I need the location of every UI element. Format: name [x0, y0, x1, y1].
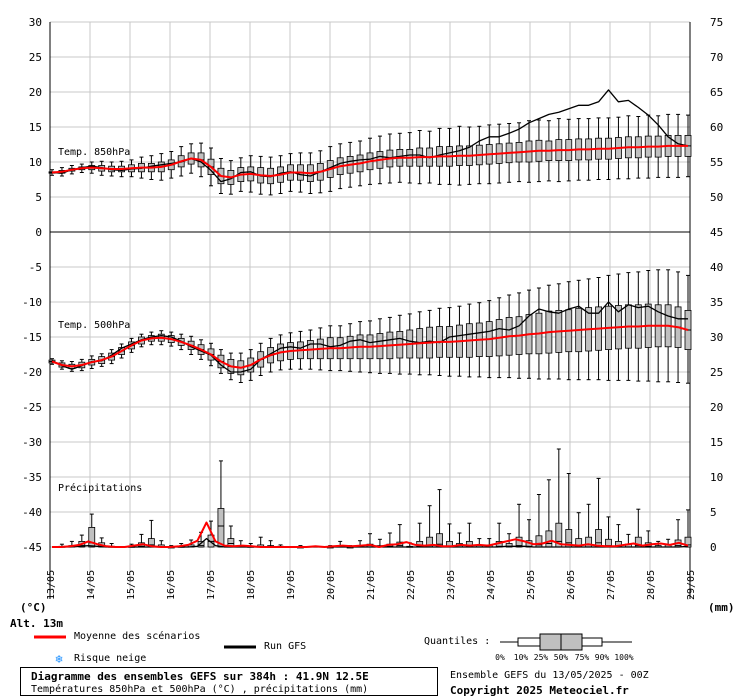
y-tick-label: -25: [22, 401, 42, 414]
y-tick-label: -20: [22, 366, 42, 379]
y-tick-label: -10: [22, 296, 42, 309]
legend-quantiles-label: Quantiles :: [424, 636, 491, 647]
y-tick-label: -45: [22, 541, 42, 554]
y-tick-label: 5: [35, 191, 42, 204]
snowflake-icon: ❄: [55, 652, 62, 666]
y-tick-label: 10: [29, 156, 42, 169]
quantile-tick-label: 50%: [554, 653, 569, 662]
x-tick-label: 29/05: [686, 570, 697, 600]
quantile-tick-label: 0%: [495, 653, 505, 662]
x-tick-label: 22/05: [406, 570, 417, 600]
precip-box: [545, 530, 553, 548]
precip-mean-line: [52, 521, 689, 548]
t500-mean-line: [51, 324, 689, 369]
x-tick-label: 24/05: [486, 570, 497, 600]
y2-tick-label: 45: [710, 226, 723, 239]
x-tick-label: 25/05: [526, 570, 537, 600]
y2-tick-label: 25: [710, 366, 723, 379]
left-axis-unit: (°C): [20, 601, 47, 614]
y-tick-label: -15: [22, 331, 42, 344]
t850-gfs-line: [51, 89, 689, 183]
x-tick-label: 14/05: [86, 570, 97, 600]
precip-box: [197, 541, 205, 548]
title-box: Diagramme des ensembles GEFS sur 384h : …: [20, 667, 438, 696]
quantile-tick-label: 90%: [595, 653, 610, 662]
panel-label-t500: Temp. 500hPa: [58, 320, 130, 331]
precip-box: [217, 508, 225, 548]
chart-title: Diagramme des ensembles GEFS sur 384h : …: [31, 670, 369, 683]
x-tick-label: 15/05: [126, 570, 137, 600]
y2-tick-label: 10: [710, 471, 723, 484]
y2-tick-label: 50: [710, 191, 723, 204]
x-tick-label: 19/05: [286, 570, 297, 600]
y2-tick-label: 70: [710, 51, 723, 64]
y2-tick-label: 30: [710, 331, 723, 344]
right-axis-unit: (mm): [708, 601, 735, 614]
chart-subtitle: Températures 850hPa et 500hPa (°C) , pré…: [31, 684, 369, 695]
y2-tick-label: 40: [710, 261, 723, 274]
y-tick-label: 20: [29, 86, 42, 99]
legend-snow-label: Risque neige: [74, 653, 147, 664]
y-tick-label: 15: [29, 121, 42, 134]
y2-tick-label: 0: [710, 541, 717, 554]
x-tick-label: 26/05: [566, 570, 577, 600]
y-tick-label: -5: [29, 261, 42, 274]
y-tick-label: 0: [35, 226, 42, 239]
x-tick-label: 20/05: [326, 570, 337, 600]
t850-mean-line: [51, 144, 688, 179]
precip-box: [515, 536, 523, 548]
x-tick-label: 17/05: [206, 570, 217, 600]
quantile-legend: [500, 633, 632, 651]
y-tick-label: -30: [22, 436, 42, 449]
y-tick-label: -35: [22, 471, 42, 484]
precip-boxes: [58, 448, 692, 549]
y-tick-label: -40: [22, 506, 42, 519]
x-tick-label: 28/05: [646, 570, 657, 600]
y2-tick-label: 15: [710, 436, 723, 449]
quantile-tick-label: 75%: [575, 653, 590, 662]
y2-tick-label: 65: [710, 86, 723, 99]
precip-box: [684, 536, 692, 548]
x-tick-label: 23/05: [446, 570, 457, 600]
y2-tick-label: 60: [710, 121, 723, 134]
quantile-tick-label: 25%: [534, 653, 549, 662]
y2-tick-label: 55: [710, 156, 723, 169]
x-tick-label: 16/05: [166, 570, 177, 600]
precip-box: [595, 529, 602, 548]
legend-mean-label: Moyenne des scénarios: [74, 631, 201, 642]
x-tick-label: 27/05: [606, 570, 617, 600]
precip-box: [88, 527, 96, 548]
y2-tick-label: 5: [710, 506, 717, 519]
grid: [49, 21, 691, 599]
y2-tick-label: 35: [710, 296, 723, 309]
t500-gfs-line: [51, 301, 688, 373]
x-tick-label: 18/05: [246, 570, 257, 600]
legend-gfs-label: Run GFS: [264, 641, 307, 652]
copyright: Copyright 2025 Meteociel.fr: [450, 684, 629, 697]
y-tick-label: 30: [29, 16, 42, 29]
x-tick-label: 13/05: [46, 570, 57, 600]
y-tick-label: 25: [29, 51, 42, 64]
panel-label-precip: Précipitations: [58, 482, 142, 494]
altitude-label: Alt. 13m: [10, 617, 63, 630]
x-tick-label: 21/05: [366, 570, 377, 600]
run-info: Ensemble GEFS du 13/05/2025 - 00Z: [450, 670, 649, 681]
panel-label-t850: Temp. 850hPa: [58, 147, 130, 158]
quantile-tick-label: 100%: [614, 653, 633, 662]
y2-tick-label: 75: [710, 16, 723, 29]
y2-tick-label: 20: [710, 401, 723, 414]
quantile-tick-label: 10%: [514, 653, 529, 662]
